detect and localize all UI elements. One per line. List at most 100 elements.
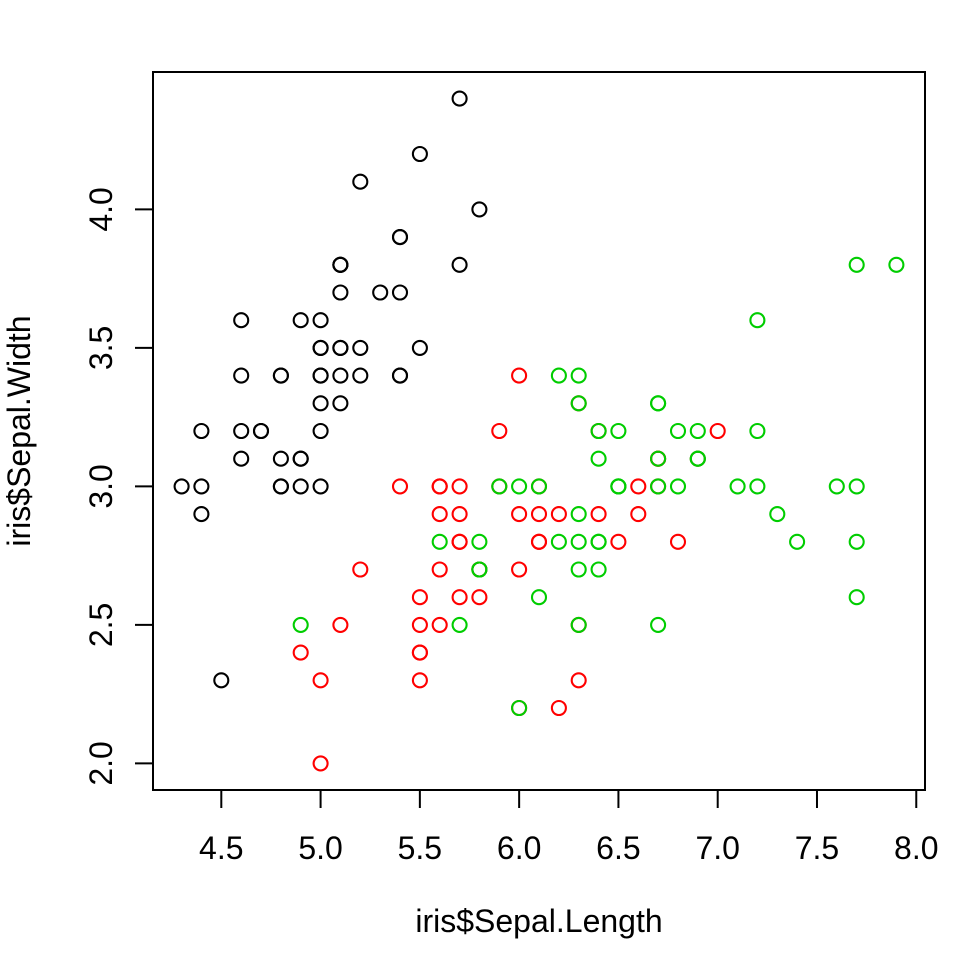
data-point [431,533,448,550]
data-point [292,616,309,633]
data-point [292,644,309,661]
data-point [729,478,746,495]
data-point [530,589,548,606]
data-point [411,145,428,163]
data-point [372,284,389,301]
data-point [610,533,627,550]
x-axis-tick-label: 4.5 [199,830,243,866]
data-point [570,672,587,689]
data-point [312,478,329,495]
data-point [650,395,667,412]
data-point [431,506,448,523]
data-point [411,339,428,356]
data-point [352,367,369,384]
data-point [610,422,627,440]
data-point [610,478,627,495]
data-point [630,478,647,495]
data-point [828,478,845,495]
data-point [650,616,667,633]
data-point [570,616,587,633]
data-point [669,533,687,550]
data-point [352,561,369,578]
data-point [431,616,448,633]
data-point [471,589,488,606]
data-point [590,450,607,467]
data-point [312,395,329,412]
data-point [511,478,528,495]
data-point [233,312,250,329]
data-point [550,533,567,550]
data-point [451,616,468,633]
data-point [411,589,428,606]
x-axis-tick-label: 7.0 [695,830,739,866]
data-point [689,422,706,440]
data-point [332,367,349,384]
data-point [511,506,528,523]
data-point [590,533,607,550]
data-point [312,367,329,384]
data-point [391,367,409,384]
x-axis-tick-label: 7.5 [795,830,839,866]
data-point [511,699,528,717]
data-point [848,256,865,273]
data-point [650,450,667,467]
data-point [888,256,905,273]
data-point [570,533,587,550]
data-point [511,561,528,578]
x-axis-tick-label: 5.5 [398,830,442,866]
data-point [530,533,548,550]
data-point [749,422,766,440]
data-point [272,450,289,467]
data-point [769,506,786,523]
data-point [451,533,468,550]
y-axis-title: iris$Sepal.Width [1,315,37,546]
data-point [451,478,468,495]
data-point [471,561,488,578]
data-point [570,395,587,412]
data-point [193,478,210,495]
data-point [491,478,508,495]
data-point [252,422,270,440]
data-point [332,284,349,301]
y-axis-tick-label: 3.5 [83,326,119,370]
data-point [789,533,806,550]
y-axis-tick-label: 2.0 [83,741,119,785]
data-point [272,478,289,495]
data-point [193,506,210,523]
data-point [848,533,865,550]
data-point [312,672,329,689]
x-axis-tick-label: 6.0 [497,830,541,866]
x-axis-tick-label: 8.0 [894,830,938,866]
data-point [332,256,349,273]
data-point [511,367,528,384]
data-point [391,229,409,246]
y-axis-tick-label: 3.0 [83,464,119,508]
data-point [491,422,508,440]
data-point [332,395,349,412]
data-point [689,450,706,467]
data-point [669,422,687,440]
data-point [550,506,567,523]
data-point [332,616,349,633]
data-point [233,367,250,384]
data-point [451,90,468,107]
data-point [292,312,309,329]
data-point [550,367,567,384]
data-point [570,561,587,578]
data-point [173,478,190,495]
x-axis-title: iris$Sepal.Length [415,903,662,939]
data-point [451,506,468,523]
data-point [193,422,210,440]
plot-border [152,71,926,791]
data-point [669,478,687,495]
data-point [312,339,329,356]
data-point [431,561,448,578]
data-point [431,478,448,495]
data-point [848,478,865,495]
data-point [530,478,548,495]
data-point [411,616,428,633]
data-point [471,201,488,218]
data-point [411,672,428,689]
